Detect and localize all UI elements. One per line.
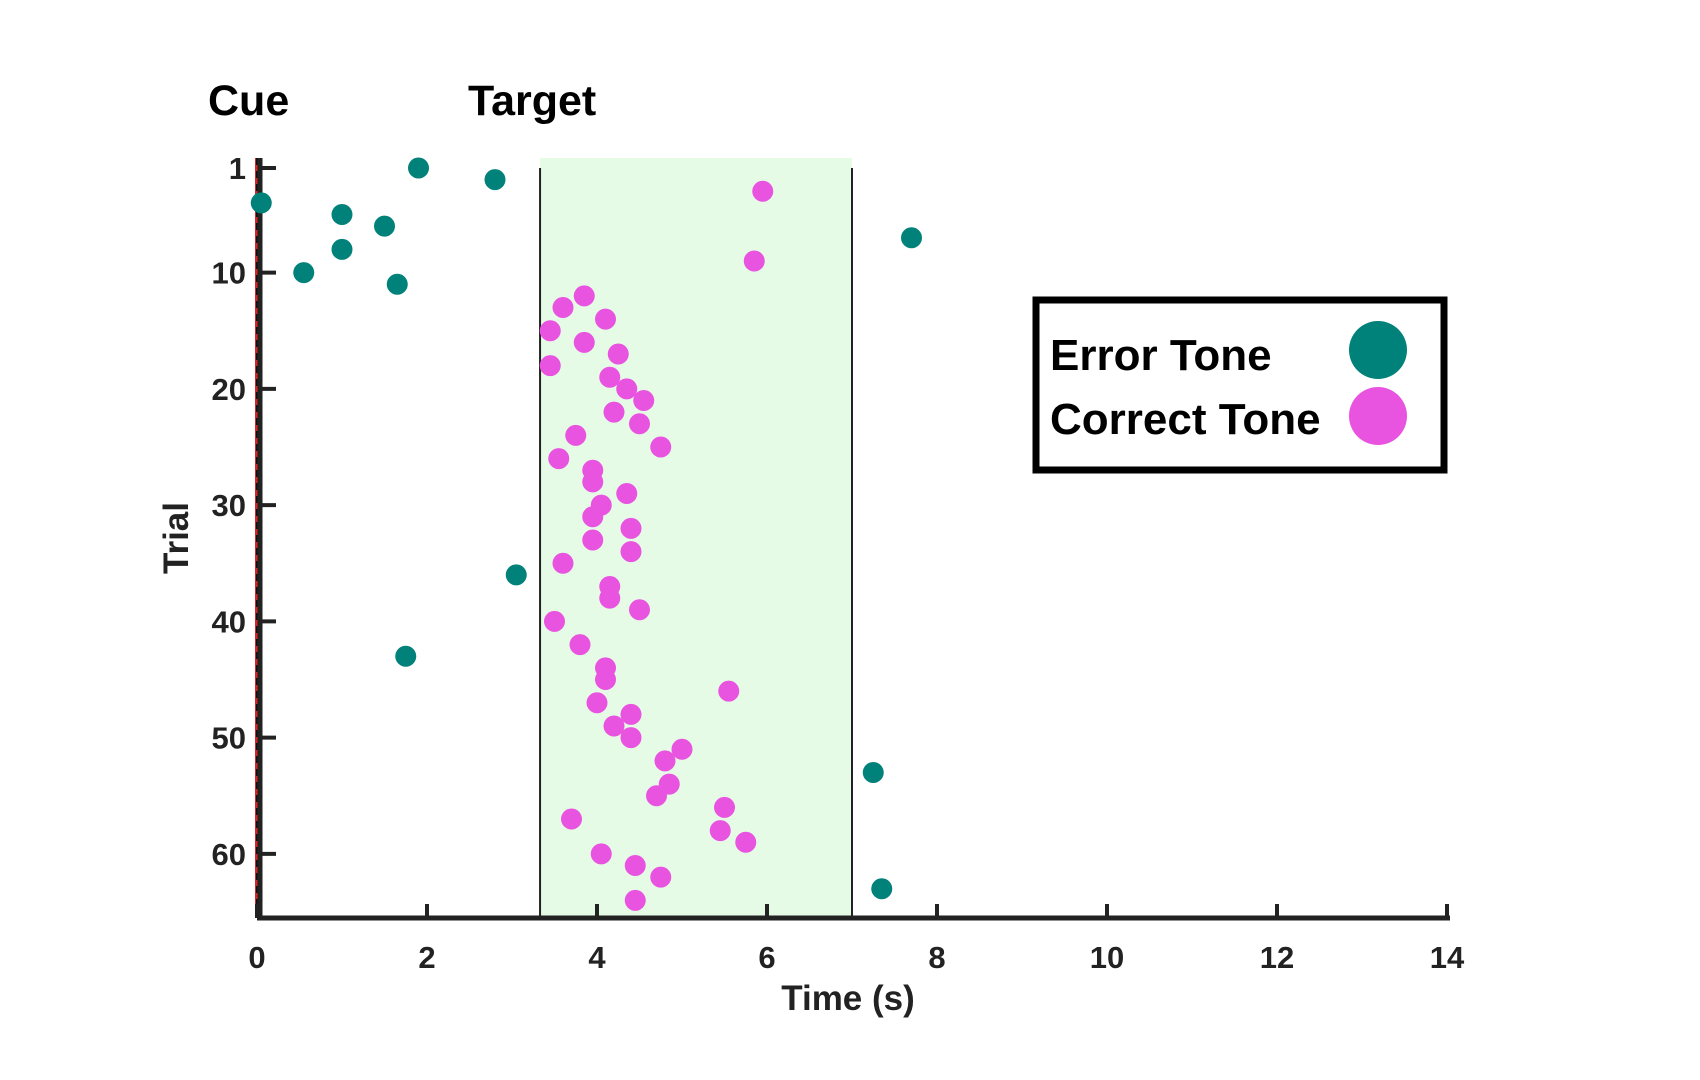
error-tone-point	[331, 238, 353, 260]
error-tone-point	[293, 262, 315, 284]
correct-tone-point	[654, 750, 676, 772]
correct-tone-point	[718, 680, 740, 702]
correct-tone-point	[565, 424, 587, 446]
correct-tone-point	[539, 320, 561, 342]
x-tick-label-0: 0	[248, 940, 265, 975]
correct-tone-point	[607, 343, 629, 365]
x-tick-label-2: 2	[418, 940, 435, 975]
y-tick-label-50: 50	[212, 721, 246, 756]
correct-tone-point	[752, 180, 774, 202]
error-tone-point	[901, 227, 922, 249]
correct-tone-point	[590, 843, 612, 865]
legend: Error Tone Correct Tone	[1032, 296, 1448, 474]
legend-label-correct-tone: Correct Tone	[1050, 395, 1321, 444]
x-tick-label-8: 8	[928, 940, 945, 975]
x-tick-label-12: 12	[1260, 940, 1294, 975]
correct-tone-point	[620, 517, 642, 539]
correct-tone-point	[646, 785, 667, 807]
correct-tone-point	[633, 390, 655, 411]
error-tone-point	[484, 169, 506, 191]
error-tone-point	[250, 192, 272, 214]
correct-tone-point	[714, 796, 735, 818]
correct-tone-point	[620, 727, 642, 749]
error-tone-point	[386, 273, 408, 295]
legend-swatch-correct-tone	[1349, 387, 1407, 445]
error-tone-point	[408, 157, 429, 179]
correct-tone-point	[582, 506, 604, 528]
correct-tone-point	[586, 692, 608, 714]
correct-tone-point	[569, 634, 591, 656]
correct-tone-point	[573, 331, 595, 353]
correct-tone-point	[616, 483, 638, 504]
correct-tone-point	[599, 366, 621, 388]
correct-tone-point	[709, 820, 731, 842]
correct-tone-point	[552, 552, 574, 574]
correct-tone-point	[629, 599, 650, 621]
error-tone-point	[331, 204, 353, 225]
correct-tone-point	[539, 355, 561, 377]
error-tone-point	[374, 215, 395, 237]
data-points	[250, 157, 922, 911]
correct-tone-point	[624, 889, 646, 911]
correct-tone-point	[620, 541, 642, 563]
target-marker-label: Target	[468, 77, 596, 125]
correct-tone-point	[603, 401, 625, 423]
correct-tone-point	[624, 855, 646, 876]
correct-tone-point	[595, 308, 616, 330]
axes: 0 2 4 6 8 10 12 14 1 10 20 30 40 50 60	[212, 151, 1465, 975]
correct-tone-point	[671, 738, 693, 760]
y-tick-label-40: 40	[212, 604, 246, 639]
correct-tone-point	[573, 285, 595, 307]
y-tick-label-30: 30	[212, 488, 246, 523]
x-axis-title: Time (s)	[781, 979, 915, 1018]
y-tick-label-20: 20	[212, 372, 246, 407]
correct-tone-point	[561, 808, 582, 830]
correct-tone-point	[616, 378, 638, 400]
y-tick-label-1: 1	[229, 151, 246, 186]
y-tick-label-60: 60	[212, 837, 246, 872]
correct-tone-point	[743, 250, 765, 272]
x-tick-label-4: 4	[588, 940, 606, 975]
error-tone-point	[862, 762, 884, 783]
x-tick-label-14: 14	[1430, 940, 1465, 975]
legend-swatch-error-tone	[1349, 321, 1407, 379]
x-tick-label-10: 10	[1090, 940, 1124, 975]
legend-label-error-tone: Error Tone	[1050, 331, 1272, 380]
cue-marker-label: Cue	[208, 77, 289, 125]
y-axis-title: Trial	[157, 502, 196, 574]
correct-tone-point	[548, 448, 570, 470]
correct-tone-point	[552, 297, 574, 318]
x-tick-label-6: 6	[758, 940, 775, 975]
correct-tone-point	[544, 610, 565, 632]
event-marker-layer	[255, 158, 542, 918]
correct-tone-point	[603, 715, 625, 737]
correct-tone-point	[650, 436, 672, 458]
correct-tone-point	[629, 413, 650, 435]
error-tone-point	[505, 564, 527, 586]
correct-tone-point	[620, 703, 642, 725]
y-tick-label-10: 10	[212, 256, 246, 291]
correct-tone-point	[595, 669, 616, 690]
correct-tone-point	[650, 866, 672, 888]
error-tone-point	[395, 645, 417, 667]
correct-tone-point	[582, 529, 604, 551]
correct-tone-point	[582, 471, 604, 493]
error-tone-point	[871, 878, 893, 900]
correct-tone-point	[735, 831, 757, 853]
correct-tone-point	[599, 587, 621, 609]
chart-labels: Time (s) Trial Cue Target	[157, 77, 915, 1018]
